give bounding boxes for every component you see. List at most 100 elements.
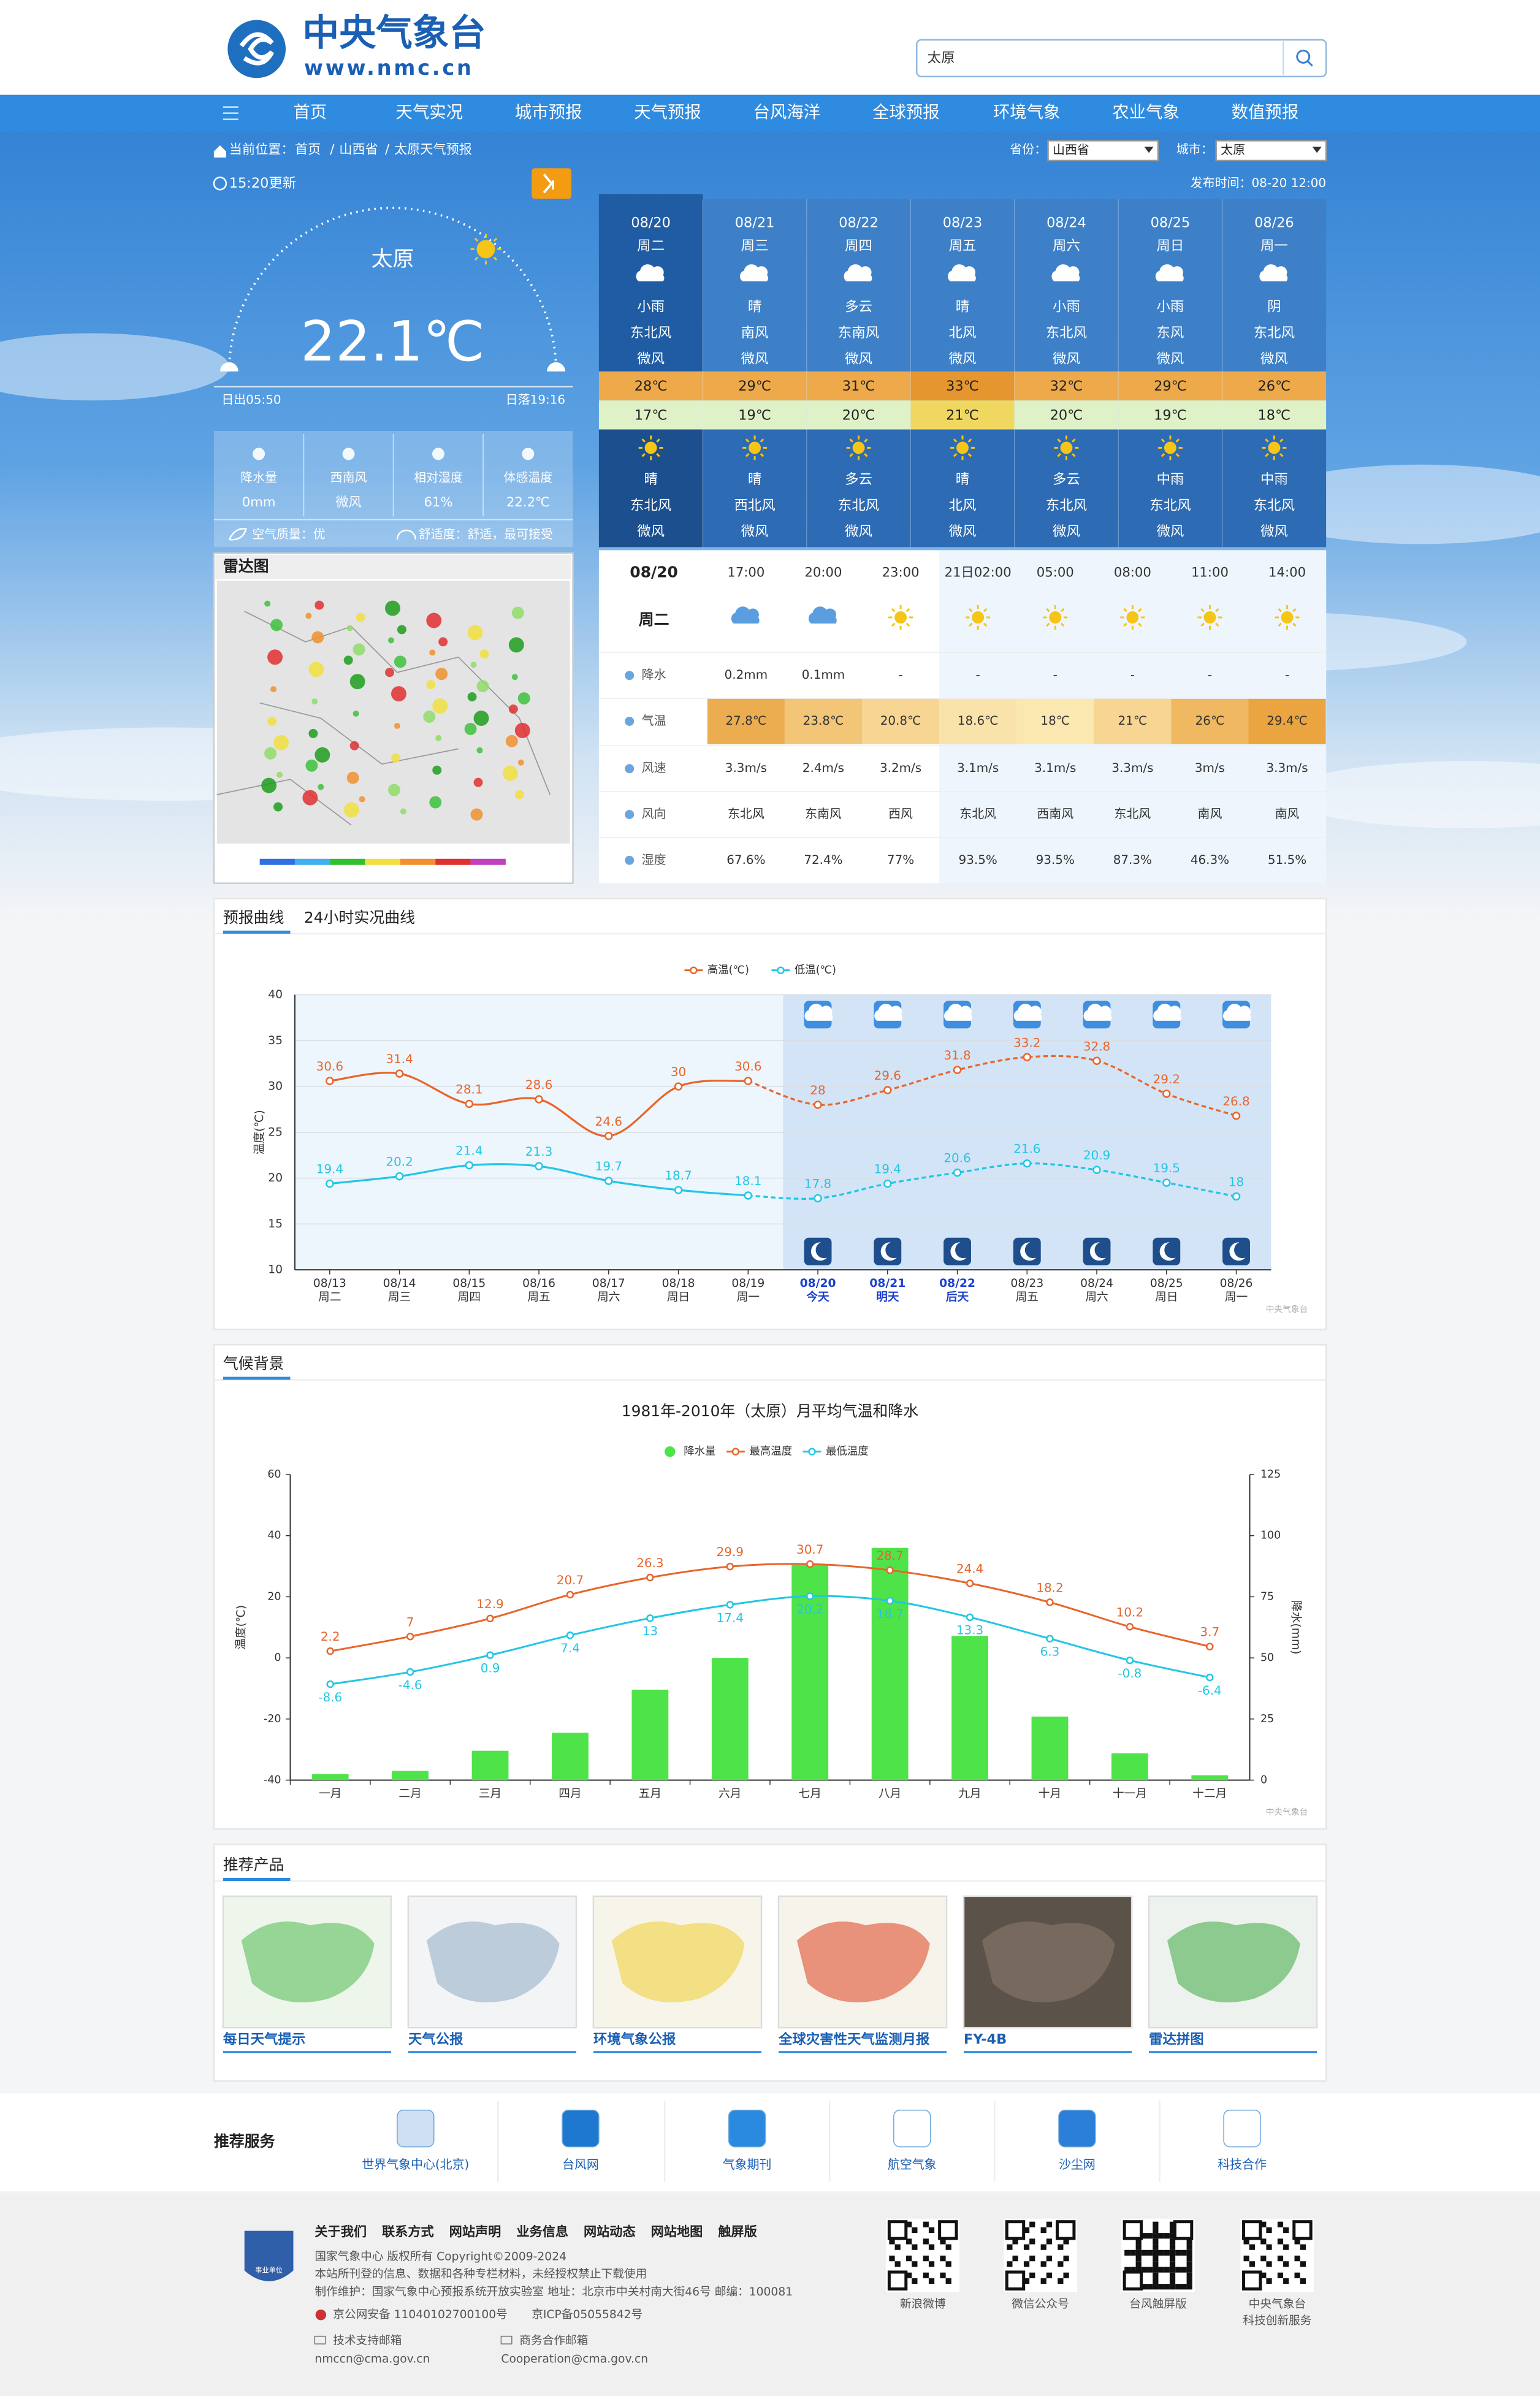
radar-echo bbox=[514, 722, 530, 738]
low-cell bbox=[1014, 400, 1119, 430]
data-point bbox=[744, 1077, 753, 1085]
legend-marker bbox=[665, 1446, 676, 1457]
service-name[interactable]: 科技合作 bbox=[1218, 2158, 1267, 2172]
day-weather: 多云 bbox=[845, 299, 872, 315]
chart-watermark: 中央气象台 bbox=[1266, 1807, 1308, 1817]
email-address[interactable]: nmccn@cma.gov.cn bbox=[314, 2352, 430, 2365]
sun-ray bbox=[953, 438, 958, 443]
chart-tab[interactable]: 24小时实况曲线 bbox=[304, 909, 415, 926]
nav-item[interactable]: 台风海洋 bbox=[753, 103, 821, 122]
qr-cell bbox=[1186, 2278, 1192, 2284]
moon-icon bbox=[1020, 1242, 1037, 1261]
qr-cell bbox=[1153, 2284, 1159, 2290]
nav-item[interactable]: 城市预报 bbox=[515, 103, 582, 122]
cloud-icon bbox=[943, 1004, 972, 1021]
nav-item[interactable]: 天气预报 bbox=[634, 103, 701, 122]
nav-item[interactable]: 环境气象 bbox=[993, 103, 1061, 122]
breadcrumb-link[interactable]: 首页 bbox=[295, 141, 321, 156]
nav-item[interactable]: 农业气象 bbox=[1112, 103, 1180, 122]
legend-marker bbox=[731, 1448, 740, 1456]
sun-icon bbox=[956, 441, 969, 454]
radar-echo bbox=[356, 612, 365, 622]
product-title[interactable]: 雷达拼图 bbox=[1149, 2031, 1204, 2048]
data-point bbox=[886, 1566, 894, 1574]
product-title[interactable]: 天气公报 bbox=[408, 2031, 463, 2048]
bar bbox=[871, 1547, 909, 1780]
service-name[interactable]: 气象期刊 bbox=[723, 2158, 772, 2172]
night-weather: 多云 bbox=[845, 471, 872, 487]
value-label: 13 bbox=[642, 1624, 658, 1638]
product-title[interactable]: 全球灾害性天气监测月报 bbox=[778, 2031, 930, 2048]
chart-tab[interactable]: 预报曲线 bbox=[223, 909, 284, 926]
qr-cell bbox=[1294, 2272, 1300, 2278]
search-button[interactable] bbox=[1296, 49, 1311, 64]
city-value[interactable]: 太原 bbox=[1221, 143, 1245, 157]
sun-ray bbox=[849, 453, 853, 457]
breadcrumb-link[interactable]: 太原天气预报 bbox=[394, 141, 472, 156]
nav-item[interactable]: 天气实况 bbox=[395, 103, 463, 122]
footer-link[interactable]: 网站动态 bbox=[584, 2224, 636, 2239]
hourly-value: 东北风 bbox=[1114, 807, 1151, 821]
footer-text: 国家气象中心 版权所有 Copyright©2009-2024 bbox=[314, 2251, 566, 2264]
sun-ray bbox=[1200, 608, 1205, 612]
x-tick-label: 08/26 bbox=[1220, 1277, 1253, 1290]
service-name[interactable]: 台风网 bbox=[562, 2158, 599, 2172]
qr-cell bbox=[1153, 2261, 1159, 2267]
data-point bbox=[1232, 1192, 1241, 1201]
data-point bbox=[646, 1614, 654, 1622]
radar-echo bbox=[467, 692, 477, 702]
police-icon bbox=[315, 2309, 327, 2321]
value-label: 30.7 bbox=[796, 1543, 823, 1557]
search-input[interactable]: 太原 bbox=[928, 50, 955, 66]
product-title[interactable]: 环境气象公报 bbox=[593, 2031, 676, 2048]
service-name[interactable]: 航空气象 bbox=[888, 2158, 937, 2172]
hourly-value: 93.5% bbox=[1036, 853, 1075, 867]
high-temperature: 28℃ bbox=[635, 378, 668, 394]
radar-echo bbox=[318, 784, 324, 790]
qr-cell bbox=[1007, 2261, 1013, 2267]
nav-item[interactable]: 首页 bbox=[293, 103, 327, 122]
sun-ray bbox=[493, 256, 498, 261]
sun-ray bbox=[1060, 608, 1065, 612]
footer-link[interactable]: 关于我们 bbox=[314, 2224, 367, 2239]
data-point bbox=[726, 1562, 734, 1571]
footer-link[interactable]: 触屏版 bbox=[718, 2224, 757, 2239]
low-cell bbox=[1222, 400, 1327, 430]
qr-cell bbox=[1300, 2261, 1306, 2267]
nav-item[interactable]: 数值预报 bbox=[1232, 103, 1299, 122]
day-wind: 东北风 bbox=[630, 325, 671, 341]
sun-ray bbox=[656, 453, 660, 457]
product-title[interactable]: FY-4B bbox=[964, 2032, 1007, 2048]
forecast-weekday: 周六 bbox=[1053, 238, 1080, 254]
footer-link[interactable]: 网站声明 bbox=[449, 2224, 501, 2239]
value-label: 30.6 bbox=[316, 1059, 343, 1074]
qr-cell bbox=[1175, 2284, 1181, 2290]
service-name[interactable]: 世界气象中心(北京) bbox=[362, 2158, 469, 2172]
footer-link[interactable]: 业务信息 bbox=[516, 2224, 568, 2239]
province-value[interactable]: 山西省 bbox=[1053, 143, 1089, 157]
day-wind: 北风 bbox=[949, 325, 977, 341]
qr-cell bbox=[1007, 2244, 1013, 2250]
service-name[interactable]: 沙尘网 bbox=[1059, 2158, 1096, 2172]
email-address[interactable]: Cooperation@cma.gov.cn bbox=[501, 2352, 648, 2365]
qr-cell bbox=[894, 2244, 901, 2250]
bar bbox=[631, 1689, 669, 1780]
hourly-value: 3m/s bbox=[1195, 761, 1225, 775]
value-label: 3.7 bbox=[1200, 1625, 1219, 1639]
nav-item[interactable]: 全球预报 bbox=[872, 103, 940, 122]
qr-cell bbox=[1153, 2233, 1159, 2239]
value-label: -4.6 bbox=[398, 1678, 422, 1692]
qr-cell bbox=[923, 2238, 929, 2245]
breadcrumb-link[interactable]: 山西省 bbox=[339, 141, 378, 156]
footer-link[interactable]: 联系方式 bbox=[382, 2224, 434, 2239]
qr-cell bbox=[1169, 2256, 1176, 2262]
qr-cell bbox=[1158, 2284, 1164, 2290]
radar-echo bbox=[511, 606, 524, 619]
product-title[interactable]: 每日天气提示 bbox=[223, 2031, 305, 2048]
qr-cell bbox=[1169, 2267, 1176, 2273]
forecast-weekday: 周五 bbox=[949, 238, 977, 254]
data-point bbox=[486, 1614, 494, 1623]
row-icon bbox=[625, 671, 635, 681]
footer-link[interactable]: 网站地图 bbox=[651, 2224, 703, 2239]
data-point bbox=[566, 1590, 574, 1599]
